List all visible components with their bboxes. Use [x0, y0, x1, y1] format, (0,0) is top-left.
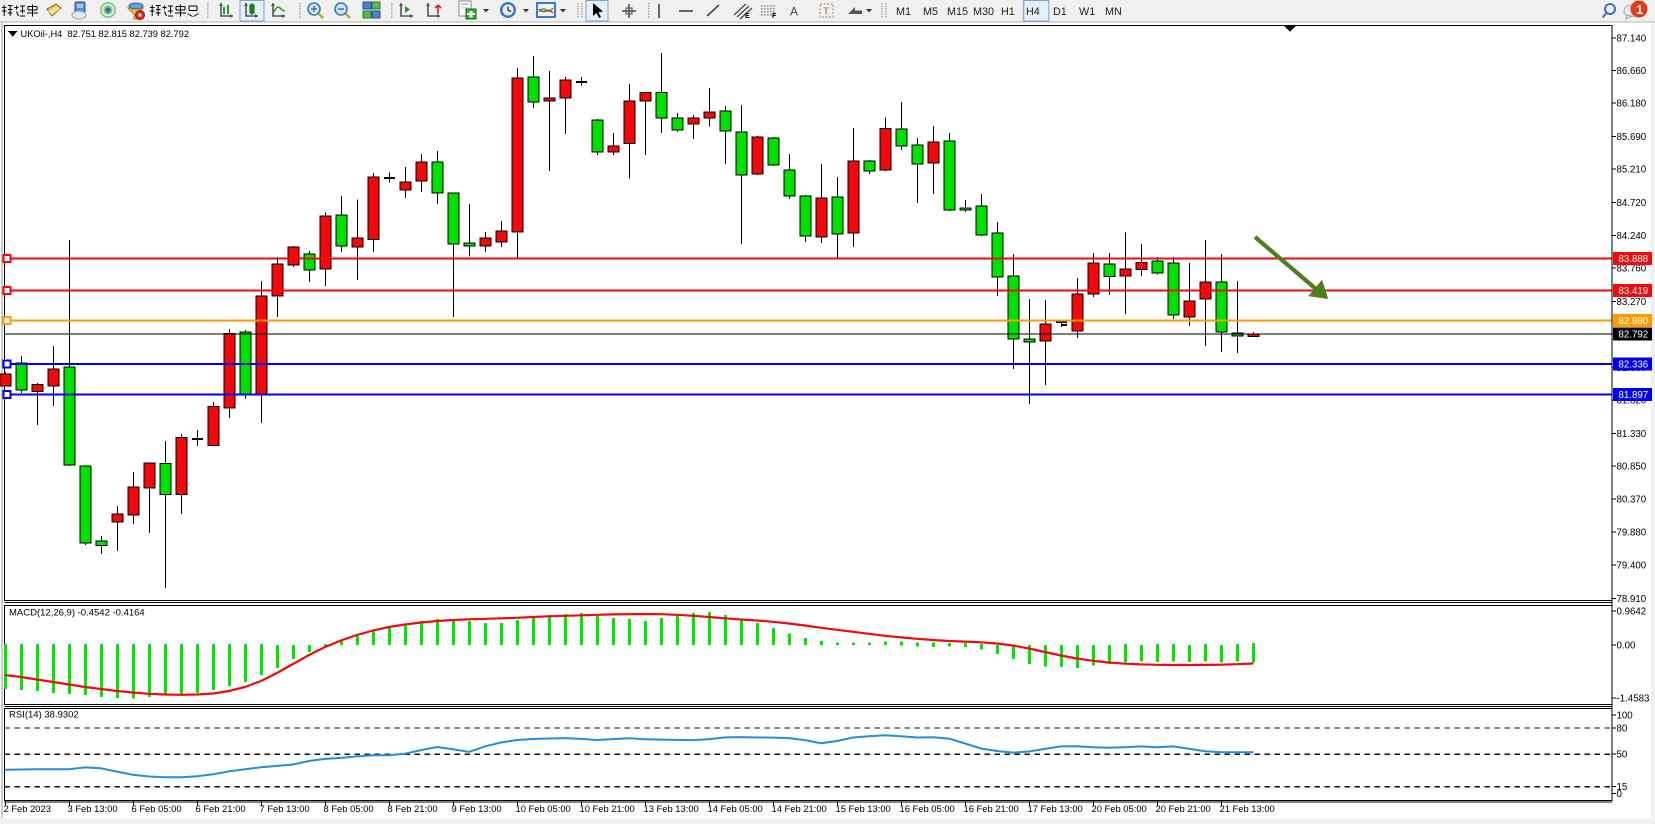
- svg-text:82.980: 82.980: [1619, 316, 1649, 327]
- svg-text:9 Feb 13:00: 9 Feb 13:00: [452, 803, 502, 814]
- svg-text:H4: H4: [1026, 6, 1040, 18]
- svg-text:80.370: 80.370: [1617, 494, 1647, 505]
- svg-text:13 Feb 13:00: 13 Feb 13:00: [644, 803, 699, 814]
- svg-text:15 Feb 13:00: 15 Feb 13:00: [836, 803, 891, 814]
- svg-text:E: E: [745, 13, 750, 20]
- svg-text:8 Feb 21:00: 8 Feb 21:00: [388, 803, 438, 814]
- svg-text:2 Feb 2023: 2 Feb 2023: [4, 803, 51, 814]
- svg-text:8 Feb 05:00: 8 Feb 05:00: [324, 803, 374, 814]
- svg-text:RSI(14) 38.9302: RSI(14) 38.9302: [9, 710, 79, 721]
- svg-text:MACD(12,26,9) -0.4542 -0.4164: MACD(12,26,9) -0.4542 -0.4164: [9, 608, 145, 619]
- svg-text:80: 80: [1617, 723, 1628, 734]
- svg-text:A: A: [790, 5, 798, 19]
- svg-text:10 Feb 05:00: 10 Feb 05:00: [516, 803, 571, 814]
- svg-text:6 Feb 21:00: 6 Feb 21:00: [196, 803, 246, 814]
- svg-text:87.140: 87.140: [1617, 33, 1647, 44]
- svg-text:0: 0: [1617, 789, 1623, 800]
- svg-text:H1: H1: [1001, 6, 1015, 18]
- svg-text:81.897: 81.897: [1619, 390, 1649, 401]
- svg-text:84.720: 84.720: [1617, 198, 1647, 209]
- svg-text:16 Feb 21:00: 16 Feb 21:00: [964, 803, 1019, 814]
- svg-text:100: 100: [1617, 711, 1634, 722]
- svg-text:83.760: 83.760: [1617, 263, 1647, 274]
- svg-text:M30: M30: [973, 6, 994, 18]
- svg-text:20 Feb 05:00: 20 Feb 05:00: [1092, 803, 1147, 814]
- svg-text:0.9642: 0.9642: [1617, 607, 1647, 618]
- svg-text:-1.4583: -1.4583: [1617, 694, 1650, 705]
- svg-text:85.210: 85.210: [1617, 165, 1647, 176]
- svg-text:M1: M1: [896, 6, 911, 18]
- svg-text:1: 1: [1636, 2, 1643, 17]
- svg-text:UKOil-,H4 82.751 82.815 82.73: UKOil-,H4 82.751 82.815 82.739 82.792: [21, 29, 190, 39]
- svg-text:M15: M15: [947, 6, 968, 18]
- svg-text:6 Feb 05:00: 6 Feb 05:00: [132, 803, 182, 814]
- svg-text:81.820: 81.820: [1617, 396, 1647, 407]
- svg-text:3 Feb 13:00: 3 Feb 13:00: [68, 803, 118, 814]
- svg-text:14 Feb 05:00: 14 Feb 05:00: [708, 803, 763, 814]
- svg-text:17 Feb 13:00: 17 Feb 13:00: [1028, 803, 1083, 814]
- svg-text:14 Feb 21:00: 14 Feb 21:00: [772, 803, 827, 814]
- svg-text:83.419: 83.419: [1619, 286, 1649, 297]
- svg-text:86.660: 86.660: [1617, 66, 1647, 77]
- svg-text:83.270: 83.270: [1617, 297, 1647, 308]
- svg-text:86.180: 86.180: [1617, 99, 1647, 110]
- svg-text:W1: W1: [1079, 6, 1095, 18]
- svg-text:82.336: 82.336: [1619, 360, 1649, 371]
- svg-text:7 Feb 13:00: 7 Feb 13:00: [260, 803, 310, 814]
- svg-text:81.330: 81.330: [1617, 429, 1647, 440]
- svg-text:16 Feb 05:00: 16 Feb 05:00: [900, 803, 955, 814]
- svg-text:15: 15: [1617, 782, 1628, 793]
- svg-text:80.850: 80.850: [1617, 462, 1647, 473]
- svg-text:50: 50: [1617, 750, 1628, 761]
- svg-text:79.880: 79.880: [1617, 528, 1647, 539]
- svg-text:T: T: [823, 7, 829, 18]
- svg-text:MN: MN: [1105, 6, 1122, 18]
- svg-text:84.240: 84.240: [1617, 231, 1647, 242]
- svg-text:F: F: [772, 13, 777, 20]
- svg-text:10 Feb 21:00: 10 Feb 21:00: [580, 803, 635, 814]
- svg-text:83.888: 83.888: [1619, 254, 1649, 265]
- svg-text:82.792: 82.792: [1619, 330, 1649, 341]
- svg-text:20 Feb 21:00: 20 Feb 21:00: [1156, 803, 1211, 814]
- svg-text:21 Feb 13:00: 21 Feb 13:00: [1220, 803, 1275, 814]
- svg-text:85.690: 85.690: [1617, 132, 1647, 143]
- svg-text:M5: M5: [923, 6, 938, 18]
- svg-text:0.00: 0.00: [1617, 641, 1636, 652]
- svg-text:78.910: 78.910: [1617, 594, 1647, 605]
- svg-text:79.400: 79.400: [1617, 560, 1647, 571]
- svg-text:D1: D1: [1053, 6, 1067, 18]
